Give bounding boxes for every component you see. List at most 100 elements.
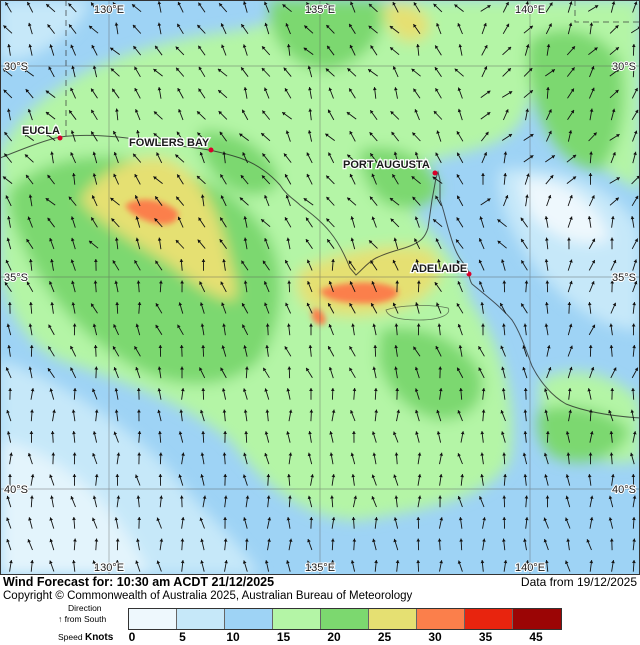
wind-arrow-head bbox=[92, 431, 97, 435]
wind-arrow-head bbox=[391, 131, 395, 136]
wind-arrow-head bbox=[200, 538, 204, 543]
lat-label-right-40: 40°S bbox=[612, 484, 636, 496]
wind-arrow-head bbox=[328, 152, 332, 156]
wind-arrow-head bbox=[29, 259, 33, 263]
wind-arrow-head bbox=[392, 302, 397, 307]
wind-arrow-head bbox=[351, 474, 356, 478]
wind-arrow-head bbox=[70, 130, 75, 134]
wind-arrow-head bbox=[569, 366, 573, 371]
wind-arrow-head bbox=[568, 22, 573, 27]
wind-arrow-head bbox=[92, 323, 97, 328]
wind-arrow-head bbox=[201, 345, 206, 349]
wind-arrow-head bbox=[303, 198, 308, 202]
wind-arrow-head bbox=[633, 1, 638, 5]
legend-speed-label: Speed Knots bbox=[58, 632, 113, 643]
wind-arrow-head bbox=[480, 560, 485, 564]
wind-arrow-head bbox=[434, 282, 439, 286]
wind-arrow-head bbox=[157, 366, 162, 370]
wind-arrow-head bbox=[180, 388, 185, 392]
wind-arrow-head bbox=[458, 517, 463, 521]
wind-arrow-head bbox=[566, 538, 570, 542]
wind-arrow-head bbox=[589, 495, 594, 499]
wind-arrow-head bbox=[200, 409, 204, 414]
wind-arrow-head bbox=[331, 474, 336, 478]
wind-arrow-head bbox=[242, 388, 247, 392]
wind-arrow-head bbox=[390, 218, 395, 222]
wind-arrow-head bbox=[436, 130, 440, 134]
wind-arrow-head bbox=[589, 151, 593, 155]
wind-arrow-head bbox=[374, 388, 378, 392]
wind-arrow-head bbox=[570, 88, 574, 92]
wind-arrow-head bbox=[28, 44, 33, 48]
wind-arrow-head bbox=[390, 111, 394, 115]
wind-arrow-head bbox=[91, 195, 96, 199]
latitude-labels-right: 30°S 35°S 40°S bbox=[611, 60, 637, 497]
wind-arrow-head bbox=[303, 47, 308, 51]
legend-swatch bbox=[417, 609, 465, 629]
place-eucla[interactable]: EUCLA bbox=[21, 124, 63, 141]
wind-arrow-head bbox=[416, 560, 421, 564]
wind-arrow-head bbox=[177, 174, 181, 178]
wind-arrow-head bbox=[30, 474, 35, 478]
wind-arrow-head bbox=[508, 134, 512, 138]
wind-arrow-head bbox=[91, 45, 95, 49]
wind-arrow-head bbox=[158, 431, 162, 435]
wind-arrow-head bbox=[30, 409, 34, 413]
wind-arrow-head bbox=[591, 324, 596, 329]
wind-arrow-head bbox=[6, 323, 11, 328]
wind-arrow-head bbox=[305, 239, 310, 243]
wind-arrow-head bbox=[589, 409, 593, 413]
wind-arrow-head bbox=[286, 44, 291, 48]
wind-arrow-head bbox=[549, 2, 553, 6]
place-port-augusta[interactable]: PORT AUGUSTA bbox=[342, 158, 438, 176]
wind-arrow-head bbox=[30, 388, 35, 392]
wind-arrow-head bbox=[27, 453, 32, 457]
wind-arrow-head bbox=[178, 431, 183, 435]
wind-arrow-head bbox=[415, 409, 419, 414]
wind-arrow-head bbox=[529, 25, 533, 30]
wind-arrow-head bbox=[572, 154, 577, 159]
wind-arrow-head bbox=[396, 409, 401, 413]
place-fowlers-bay[interactable]: FOWLERS BAY bbox=[128, 136, 214, 153]
wind-arrow-head bbox=[202, 495, 207, 499]
wind-arrow-head bbox=[179, 259, 184, 263]
wind-arrow-head bbox=[414, 151, 419, 156]
wind-arrow-head bbox=[525, 1, 529, 5]
longitude-labels-top: 130°E 135°E 140°E bbox=[93, 3, 546, 17]
wind-arrow-head bbox=[94, 474, 99, 478]
wind-arrow-head bbox=[221, 345, 226, 349]
wind-arrow-head bbox=[3, 25, 7, 29]
wind-arrow-head bbox=[262, 110, 266, 114]
wind-arrow-head bbox=[612, 259, 617, 264]
wind-arrow-head bbox=[436, 23, 440, 27]
wind-arrow-head bbox=[587, 388, 591, 392]
place-adelaide[interactable]: ADELAIDE bbox=[410, 262, 472, 277]
wind-arrow-head bbox=[632, 495, 637, 499]
wind-arrow-head bbox=[432, 176, 437, 181]
wind-arrow-head bbox=[435, 88, 439, 92]
wind-arrow-head bbox=[326, 3, 330, 7]
wind-arrow-head bbox=[135, 109, 139, 113]
wind-arrow-head bbox=[631, 323, 636, 327]
wind-arrow-head bbox=[615, 25, 619, 29]
wind-arrow-head bbox=[480, 302, 485, 306]
wind-arrow-head bbox=[478, 259, 483, 264]
wind-arrow-head bbox=[221, 44, 225, 48]
lat-label-left-35: 35°S bbox=[4, 272, 28, 284]
legend-swatch bbox=[225, 609, 273, 629]
wind-arrow-head bbox=[264, 1, 268, 6]
wind-arrow-head bbox=[395, 388, 400, 391]
wind-arrow-head bbox=[434, 67, 439, 71]
wind-arrow-head bbox=[262, 260, 267, 265]
wind-arrow-head bbox=[438, 495, 442, 499]
wind-arrow-head bbox=[242, 324, 246, 328]
wind-arrow-head bbox=[588, 173, 593, 176]
wind-arrow-head bbox=[370, 153, 374, 157]
wind-arrow-head bbox=[135, 216, 140, 220]
wind-arrow-head bbox=[286, 431, 290, 435]
wind-arrow-head bbox=[502, 323, 506, 327]
wind-arrow-head bbox=[26, 174, 30, 179]
wind-arrow-head bbox=[551, 155, 555, 159]
wind-arrow-head bbox=[24, 69, 28, 73]
wind-arrow-head bbox=[413, 24, 417, 28]
